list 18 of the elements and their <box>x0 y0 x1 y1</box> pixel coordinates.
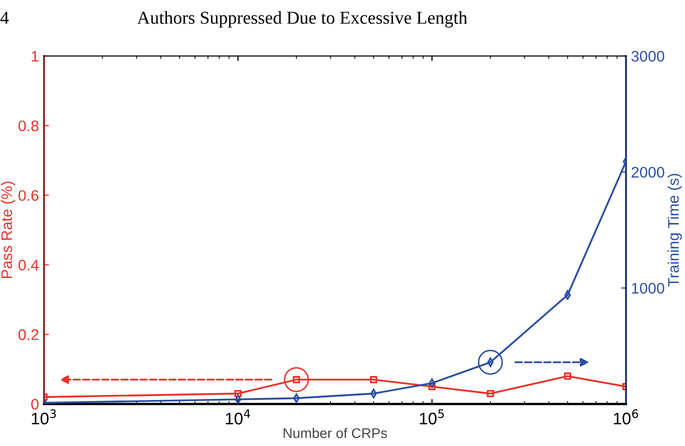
x-tick-label: 10$^{3}$ <box>32 409 56 424</box>
y-tick-label: 0.4 <box>18 260 39 270</box>
y-tick-label: 0 <box>31 398 39 410</box>
y-tick-label: 0.6 <box>18 190 38 201</box>
x-tick-label: 10$^{5}$ <box>420 409 444 424</box>
y-axis-title: Pass Rate (%) <box>0 182 16 278</box>
y2-tick-label: 2000 <box>632 166 664 178</box>
x-tick-label: 10$^{6}$ <box>614 409 638 424</box>
y-tick-label: 0.8 <box>18 120 38 132</box>
y2-tick-label: 1000 <box>632 282 664 294</box>
y-tick-label: 1 <box>32 51 38 62</box>
y2-axis-title: Training Time (s) <box>668 174 682 287</box>
y-tick-label: 0.2 <box>18 329 38 340</box>
text: Authors Suppressed Due to Excessive Length <box>137 11 468 28</box>
text: 4 <box>0 12 9 24</box>
y2-tick-label: 3000 <box>631 50 664 62</box>
x-axis-title: Number of CRPs <box>284 428 387 438</box>
x-tick-label: 10$^{4}$ <box>226 409 250 424</box>
